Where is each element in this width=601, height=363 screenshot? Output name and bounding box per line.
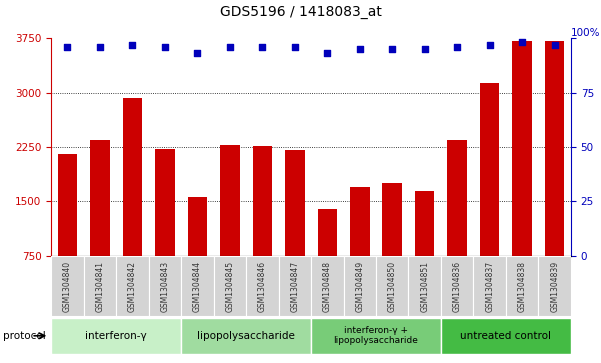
Text: GSM1304847: GSM1304847	[290, 261, 299, 312]
Text: GSM1304838: GSM1304838	[517, 261, 526, 312]
Text: GSM1304840: GSM1304840	[63, 261, 72, 312]
Point	[225, 44, 234, 50]
Bar	[252, 146, 272, 256]
Text: GSM1304844: GSM1304844	[193, 261, 202, 312]
Bar	[116, 256, 148, 260]
Text: GSM1304836: GSM1304836	[453, 261, 462, 312]
Bar	[441, 256, 474, 316]
Bar	[181, 256, 213, 260]
Text: GDS5196 / 1418083_at: GDS5196 / 1418083_at	[219, 5, 382, 20]
Bar	[84, 256, 116, 260]
Text: GSM1304843: GSM1304843	[160, 261, 169, 312]
Point	[63, 44, 72, 50]
Bar	[344, 256, 376, 316]
Bar	[441, 318, 571, 354]
Text: protocol: protocol	[3, 331, 46, 341]
Point	[420, 46, 430, 52]
Bar	[84, 256, 116, 316]
Point	[323, 50, 332, 56]
Bar	[415, 191, 435, 256]
Bar	[311, 256, 344, 260]
Point	[192, 50, 202, 56]
Point	[95, 44, 105, 50]
Text: interferon-γ +
lipopolysaccharide: interferon-γ + lipopolysaccharide	[334, 326, 418, 346]
Bar	[123, 98, 142, 256]
Text: lipopolysaccharide: lipopolysaccharide	[197, 331, 295, 341]
Bar	[506, 256, 538, 316]
Point	[160, 44, 169, 50]
Bar	[246, 256, 278, 260]
Bar	[90, 140, 109, 256]
Text: GSM1304842: GSM1304842	[128, 261, 137, 312]
Text: GSM1304850: GSM1304850	[388, 261, 397, 312]
Text: 100%: 100%	[571, 28, 600, 38]
Bar	[181, 256, 213, 316]
Bar	[311, 256, 344, 316]
Text: GSM1304845: GSM1304845	[225, 261, 234, 312]
Bar	[317, 209, 337, 256]
Bar	[409, 256, 441, 316]
Bar	[116, 256, 148, 316]
Bar	[155, 149, 174, 256]
Bar	[441, 256, 474, 260]
Bar	[278, 256, 311, 260]
Bar	[538, 256, 571, 316]
Bar	[51, 256, 84, 316]
Point	[257, 44, 267, 50]
Point	[355, 46, 365, 52]
Text: untreated control: untreated control	[460, 331, 552, 341]
Bar	[285, 150, 305, 256]
Bar	[311, 318, 441, 354]
Bar	[188, 197, 207, 256]
Bar	[344, 256, 376, 260]
Bar	[181, 318, 311, 354]
Bar	[51, 318, 181, 354]
Point	[290, 44, 299, 50]
Bar	[409, 256, 441, 260]
Bar	[506, 256, 538, 260]
Bar	[545, 41, 564, 256]
Bar	[213, 256, 246, 316]
Bar	[376, 256, 409, 260]
Bar	[382, 183, 402, 256]
Bar	[474, 256, 506, 316]
Bar	[148, 256, 181, 316]
Text: GSM1304841: GSM1304841	[96, 261, 105, 312]
Bar	[213, 256, 246, 260]
Text: GSM1304849: GSM1304849	[355, 261, 364, 312]
Bar	[350, 187, 370, 256]
Bar	[376, 256, 409, 316]
Bar	[51, 256, 84, 260]
Text: GSM1304837: GSM1304837	[485, 261, 494, 312]
Bar	[148, 256, 181, 260]
Point	[485, 42, 495, 48]
Bar	[513, 41, 532, 256]
Point	[517, 40, 527, 45]
Point	[550, 42, 560, 48]
Bar	[480, 83, 499, 256]
Point	[388, 46, 397, 52]
Bar	[278, 256, 311, 316]
Bar	[474, 256, 506, 260]
Bar	[58, 154, 77, 256]
Text: GSM1304846: GSM1304846	[258, 261, 267, 312]
Text: GSM1304851: GSM1304851	[420, 261, 429, 312]
Bar	[220, 145, 240, 256]
Point	[453, 44, 462, 50]
Bar	[246, 256, 278, 316]
Text: interferon-γ: interferon-γ	[85, 331, 147, 341]
Bar	[538, 256, 571, 260]
Text: GSM1304848: GSM1304848	[323, 261, 332, 312]
Bar	[448, 140, 467, 256]
Text: GSM1304839: GSM1304839	[550, 261, 559, 312]
Point	[127, 42, 137, 48]
